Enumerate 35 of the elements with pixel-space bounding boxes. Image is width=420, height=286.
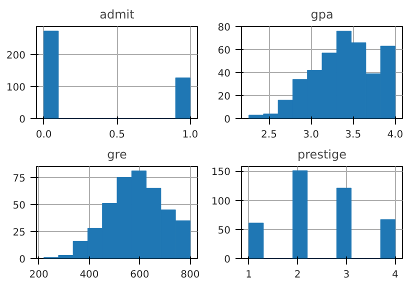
y-tick-label: 0 [19, 254, 26, 266]
y-tick-label: 20 [218, 92, 231, 102]
y-tick-label: 50 [218, 225, 231, 236]
y-tick-label: 40 [218, 68, 231, 80]
y-tick-label: 60 [218, 46, 231, 56]
x-tick-label: 200 [29, 270, 48, 280]
x-tick-label: 0.5 [109, 130, 125, 140]
y-tick-label: 100 [211, 196, 231, 208]
x-tick-label: 3.5 [345, 130, 362, 140]
y-tick-label: 0 [224, 114, 231, 126]
y-tick-label: 50 [12, 200, 26, 212]
y-tick-label: 0 [19, 114, 26, 126]
x-tick-label: 1 [246, 270, 252, 280]
chart-title: prestige [298, 148, 346, 162]
x-tick-label: 2.5 [261, 130, 277, 140]
y-tick-label: 150 [211, 167, 231, 178]
x-tick-label: 0.0 [36, 130, 52, 140]
chart-title: gre [107, 148, 127, 162]
x-tick-label: 4 [392, 270, 398, 280]
x-tick-label: 600 [130, 270, 150, 280]
x-tick-label: 1.0 [182, 130, 198, 140]
chart-title: gpa [310, 8, 334, 22]
chart-title: admit [100, 8, 135, 22]
y-tick-label: 80 [218, 22, 231, 34]
x-tick-label: 400 [80, 270, 99, 280]
y-tick-label: 0 [224, 254, 231, 266]
x-tick-label: 3 [343, 270, 350, 280]
y-tick-label: 100 [6, 82, 26, 94]
x-tick-label: 2 [294, 270, 301, 280]
y-tick-label: 25 [12, 227, 26, 238]
y-tick-label: 200 [6, 50, 26, 62]
x-tick-label: 800 [180, 270, 200, 280]
x-tick-label: 3.0 [303, 130, 320, 140]
y-tick-label: 75 [12, 173, 26, 184]
x-tick-label: 4.0 [387, 130, 404, 140]
